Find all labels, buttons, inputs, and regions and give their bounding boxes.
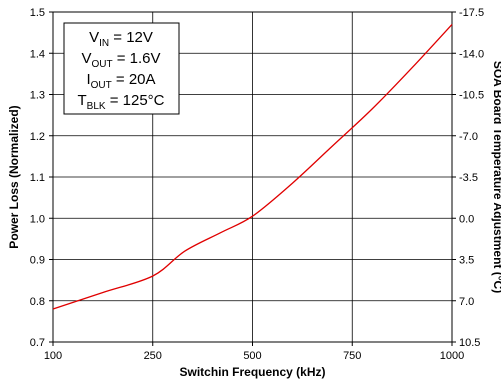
y-tick-label: 1.4 (30, 48, 45, 60)
x-tick-labels: 100 250 500 750 1000 (44, 350, 464, 362)
y2-tick-label: -7.0 (459, 131, 478, 143)
y2-tick-label: -14.0 (459, 48, 484, 60)
condition-symbol: V (89, 29, 99, 46)
x-axis-title: Switchin Frequency (kHz) (179, 365, 325, 379)
x-tick-label: 100 (44, 350, 62, 362)
condition-line: IOUT = 20A (86, 71, 155, 91)
y-tick-label: 1.5 (30, 7, 45, 19)
conditions-box (63, 22, 180, 115)
x-tick-label: 750 (343, 350, 361, 362)
condition-subscript: IN (99, 38, 109, 49)
condition-value: = 125°C (106, 92, 165, 109)
condition-symbol: I (86, 71, 90, 88)
condition-value: = 1.6V (113, 50, 161, 67)
power-loss-series-line (52, 23, 453, 310)
condition-subscript: OUT (91, 80, 112, 91)
y2-tick-label: 3.5 (459, 255, 474, 267)
x-tick-label: 500 (243, 350, 261, 362)
y2-tick-label: 7.0 (459, 296, 474, 308)
grid-lines (53, 12, 452, 342)
y2-axis-title: SOA Board Temperature Adjustment (°C) (491, 61, 501, 293)
condition-subscript: OUT (91, 59, 112, 70)
condition-value: = 12V (109, 29, 153, 46)
y-tick-label: 0.8 (30, 296, 45, 308)
y2-tick-label: -17.5 (459, 7, 484, 19)
y2-tick-label: 10.5 (459, 337, 480, 349)
y-tick-labels: 0.7 0.8 0.9 1.0 1.1 1.2 1.3 1.4 1.5 (30, 7, 45, 349)
y-tick-label: 0.9 (30, 255, 45, 267)
y2-tick-label: -10.5 (459, 90, 484, 102)
condition-symbol: V (81, 50, 91, 67)
condition-line: TBLK = 125°C (77, 92, 164, 112)
y-tick-label: 1.0 (30, 213, 45, 225)
x-tick-label: 1000 (440, 350, 464, 362)
x-tick-label: 250 (144, 350, 162, 362)
y2-tick-label: -3.5 (459, 172, 478, 184)
condition-line: VIN = 12V (89, 29, 153, 49)
y-axis-title: Power Loss (Normalized) (7, 105, 21, 248)
condition-symbol: T (77, 92, 86, 109)
y-tick-label: 1.1 (30, 172, 45, 184)
condition-value: = 20A (112, 71, 156, 88)
y2-tick-labels: 10.5 7.0 3.5 0.0 -3.5 -7.0 -10.5 -14.0 -17.5 (459, 7, 484, 349)
y-tick-label: 1.3 (30, 90, 45, 102)
axis-ticks (49, 11, 456, 346)
y-tick-label: 1.2 (30, 131, 45, 143)
y2-tick-label: 0.0 (459, 213, 474, 225)
y-tick-label: 0.7 (30, 337, 45, 349)
condition-line: VOUT = 1.6V (81, 50, 160, 70)
condition-subscript: BLK (87, 101, 106, 112)
